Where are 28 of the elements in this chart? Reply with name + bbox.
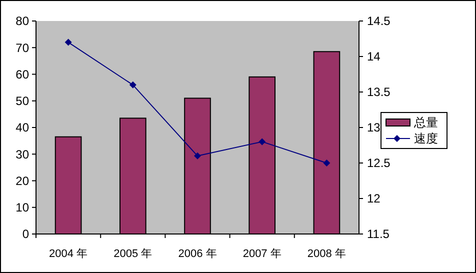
y-tick-label: 20 (16, 174, 30, 188)
y2-tick-label: 11.5 (367, 227, 390, 242)
point (323, 160, 330, 166)
y2-tick-label: 13.5 (367, 85, 391, 100)
y2-tick-label: 13 (367, 120, 381, 135)
y-tick-label: 50 (16, 94, 30, 108)
y-tick-label: 70 (16, 40, 30, 55)
y2-tick-label: 14.5 (367, 14, 391, 28)
y2-tick-label: 14 (367, 50, 381, 64)
y-tick-label: 30 (16, 147, 30, 162)
y2-tick-label: 12 (367, 192, 381, 206)
y-tick-label: 80 (16, 14, 30, 28)
legend-label: 速度 (414, 132, 438, 146)
y-tick-label: 10 (16, 200, 30, 215)
x-tick-label: 2008 年 (307, 248, 346, 260)
legend-label: 总量 (413, 116, 438, 130)
x-tick-label: 2005 年 (114, 248, 152, 260)
point (64, 38, 72, 46)
point (194, 152, 201, 160)
y-tick-label: 60 (16, 67, 30, 82)
y-tick-label: 40 (16, 120, 30, 135)
x-tick-label: 2004 年 (49, 248, 88, 260)
y-tick-label: 0 (22, 227, 30, 242)
y2-tick-label: 12.5 (367, 156, 391, 170)
x-tick-label: 2006 年 (178, 248, 217, 260)
x-tick-label: 2007 年 (242, 248, 282, 260)
point (129, 81, 136, 88)
point (258, 138, 266, 146)
